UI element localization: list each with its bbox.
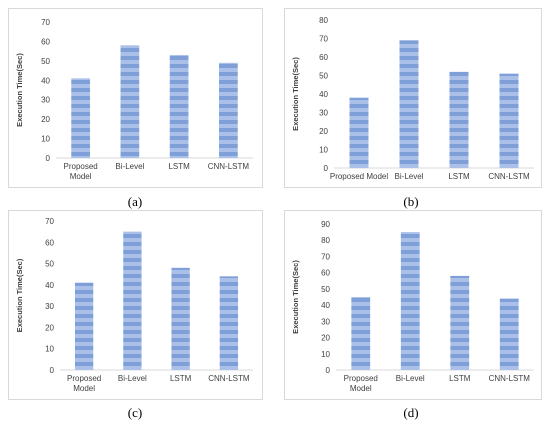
x-tick-label: Bi-Level xyxy=(118,374,147,383)
y-tick-label: 60 xyxy=(321,269,330,278)
y-axis-label: Execution Time(Sec) xyxy=(291,260,300,334)
y-tick-label: 20 xyxy=(321,334,330,343)
y-tick-label: 0 xyxy=(46,154,51,163)
bar xyxy=(399,40,419,168)
x-tick-label: CNN-LSTM xyxy=(208,374,250,383)
x-tick-label: Bi-Level xyxy=(396,374,425,383)
bar xyxy=(349,97,369,168)
x-tick-label: Proposed Model xyxy=(330,172,388,181)
y-tick-label: 80 xyxy=(321,236,330,245)
y-tick-label: 40 xyxy=(321,301,330,310)
bar xyxy=(449,71,469,168)
y-tick-label: 90 xyxy=(321,220,330,229)
chart-b: Execution Time(Sec) 0 10 20 30 40 50 60 70 80 Prop… xyxy=(291,16,534,181)
y-tick-label: 10 xyxy=(41,135,50,144)
y-tick-label: 40 xyxy=(319,90,328,99)
chart-d: Execution Time(Sec) 0 10 20 30 40 50 60 70 80 90 Pr… xyxy=(291,220,534,393)
x-tick-label: Proposed xyxy=(344,374,378,383)
y-tick-label: 50 xyxy=(41,57,50,66)
y-tick-label: 80 xyxy=(319,16,328,25)
y-tick-label: 10 xyxy=(319,146,328,155)
y-tick-label: 60 xyxy=(319,53,328,62)
x-tick-label: Model xyxy=(350,384,372,393)
y-tick-label: 20 xyxy=(45,323,54,332)
y-tick-label: 30 xyxy=(45,302,54,311)
x-tick-label: Proposed xyxy=(67,374,101,383)
y-tick-label: 70 xyxy=(41,18,50,27)
bar xyxy=(219,276,239,370)
y-tick-label: 50 xyxy=(319,72,328,81)
bar xyxy=(351,297,371,370)
y-tick-label: 10 xyxy=(321,350,330,359)
bar xyxy=(171,267,190,370)
bar xyxy=(400,232,420,370)
x-tick-label: CNN-LSTM xyxy=(489,374,531,383)
y-tick-label: 30 xyxy=(319,109,328,118)
chart-c: Execution Time(Sec) 0 10 20 30 40 50 60 70 Propos… xyxy=(15,217,253,393)
y-tick-label: 30 xyxy=(321,317,330,326)
bar xyxy=(499,298,519,370)
y-tick-label: 30 xyxy=(41,96,50,105)
bar xyxy=(123,231,142,370)
y-tick-label: 0 xyxy=(50,366,55,375)
x-tick-label: Proposed xyxy=(64,162,98,171)
x-tick-label: Bi-Level xyxy=(115,162,144,171)
y-tick-label: 20 xyxy=(319,127,328,136)
y-axis-label: Execution Time(Sec) xyxy=(15,53,24,127)
y-tick-label: 50 xyxy=(45,260,54,269)
x-tick-label: LSTM xyxy=(168,162,190,171)
x-tick-label: LSTM xyxy=(448,172,470,181)
y-tick-label: 0 xyxy=(324,164,329,173)
y-tick-label: 10 xyxy=(45,345,54,354)
bar xyxy=(450,275,470,370)
x-tick-label: LSTM xyxy=(170,374,192,383)
chart-a: Execution Time(Sec) 0 10 20 30 40 50 60 70 Propos… xyxy=(15,18,253,181)
panel-caption-a: (a) xyxy=(127,194,143,209)
panel-caption-b: (b) xyxy=(403,194,419,209)
x-tick-label: Bi-Level xyxy=(395,172,424,181)
x-tick-label: Model xyxy=(73,384,95,393)
y-tick-label: 40 xyxy=(41,76,50,85)
y-tick-label: 0 xyxy=(326,366,331,375)
x-tick-label: Model xyxy=(70,172,92,181)
y-tick-label: 60 xyxy=(41,37,50,46)
y-tick-label: 70 xyxy=(45,217,54,226)
panel-caption-c: (c) xyxy=(127,405,143,420)
y-tick-label: 60 xyxy=(45,238,54,247)
panel-caption-d: (d) xyxy=(403,405,419,420)
bar xyxy=(71,78,90,158)
y-tick-label: 50 xyxy=(321,285,330,294)
y-axis-label: Execution Time(Sec) xyxy=(291,57,300,131)
y-tick-label: 20 xyxy=(41,115,50,124)
y-tick-label: 70 xyxy=(319,35,328,44)
y-axis-label: Execution Time(Sec) xyxy=(15,258,24,332)
bar xyxy=(120,45,140,158)
x-tick-label: CNN-LSTM xyxy=(488,172,530,181)
y-tick-label: 40 xyxy=(45,281,54,290)
x-tick-label: LSTM xyxy=(449,374,471,383)
y-tick-label: 70 xyxy=(321,252,330,261)
bar xyxy=(219,62,238,158)
bar xyxy=(74,282,94,370)
x-tick-label: CNN-LSTM xyxy=(208,162,250,171)
bar xyxy=(499,73,519,168)
bar xyxy=(169,55,189,158)
